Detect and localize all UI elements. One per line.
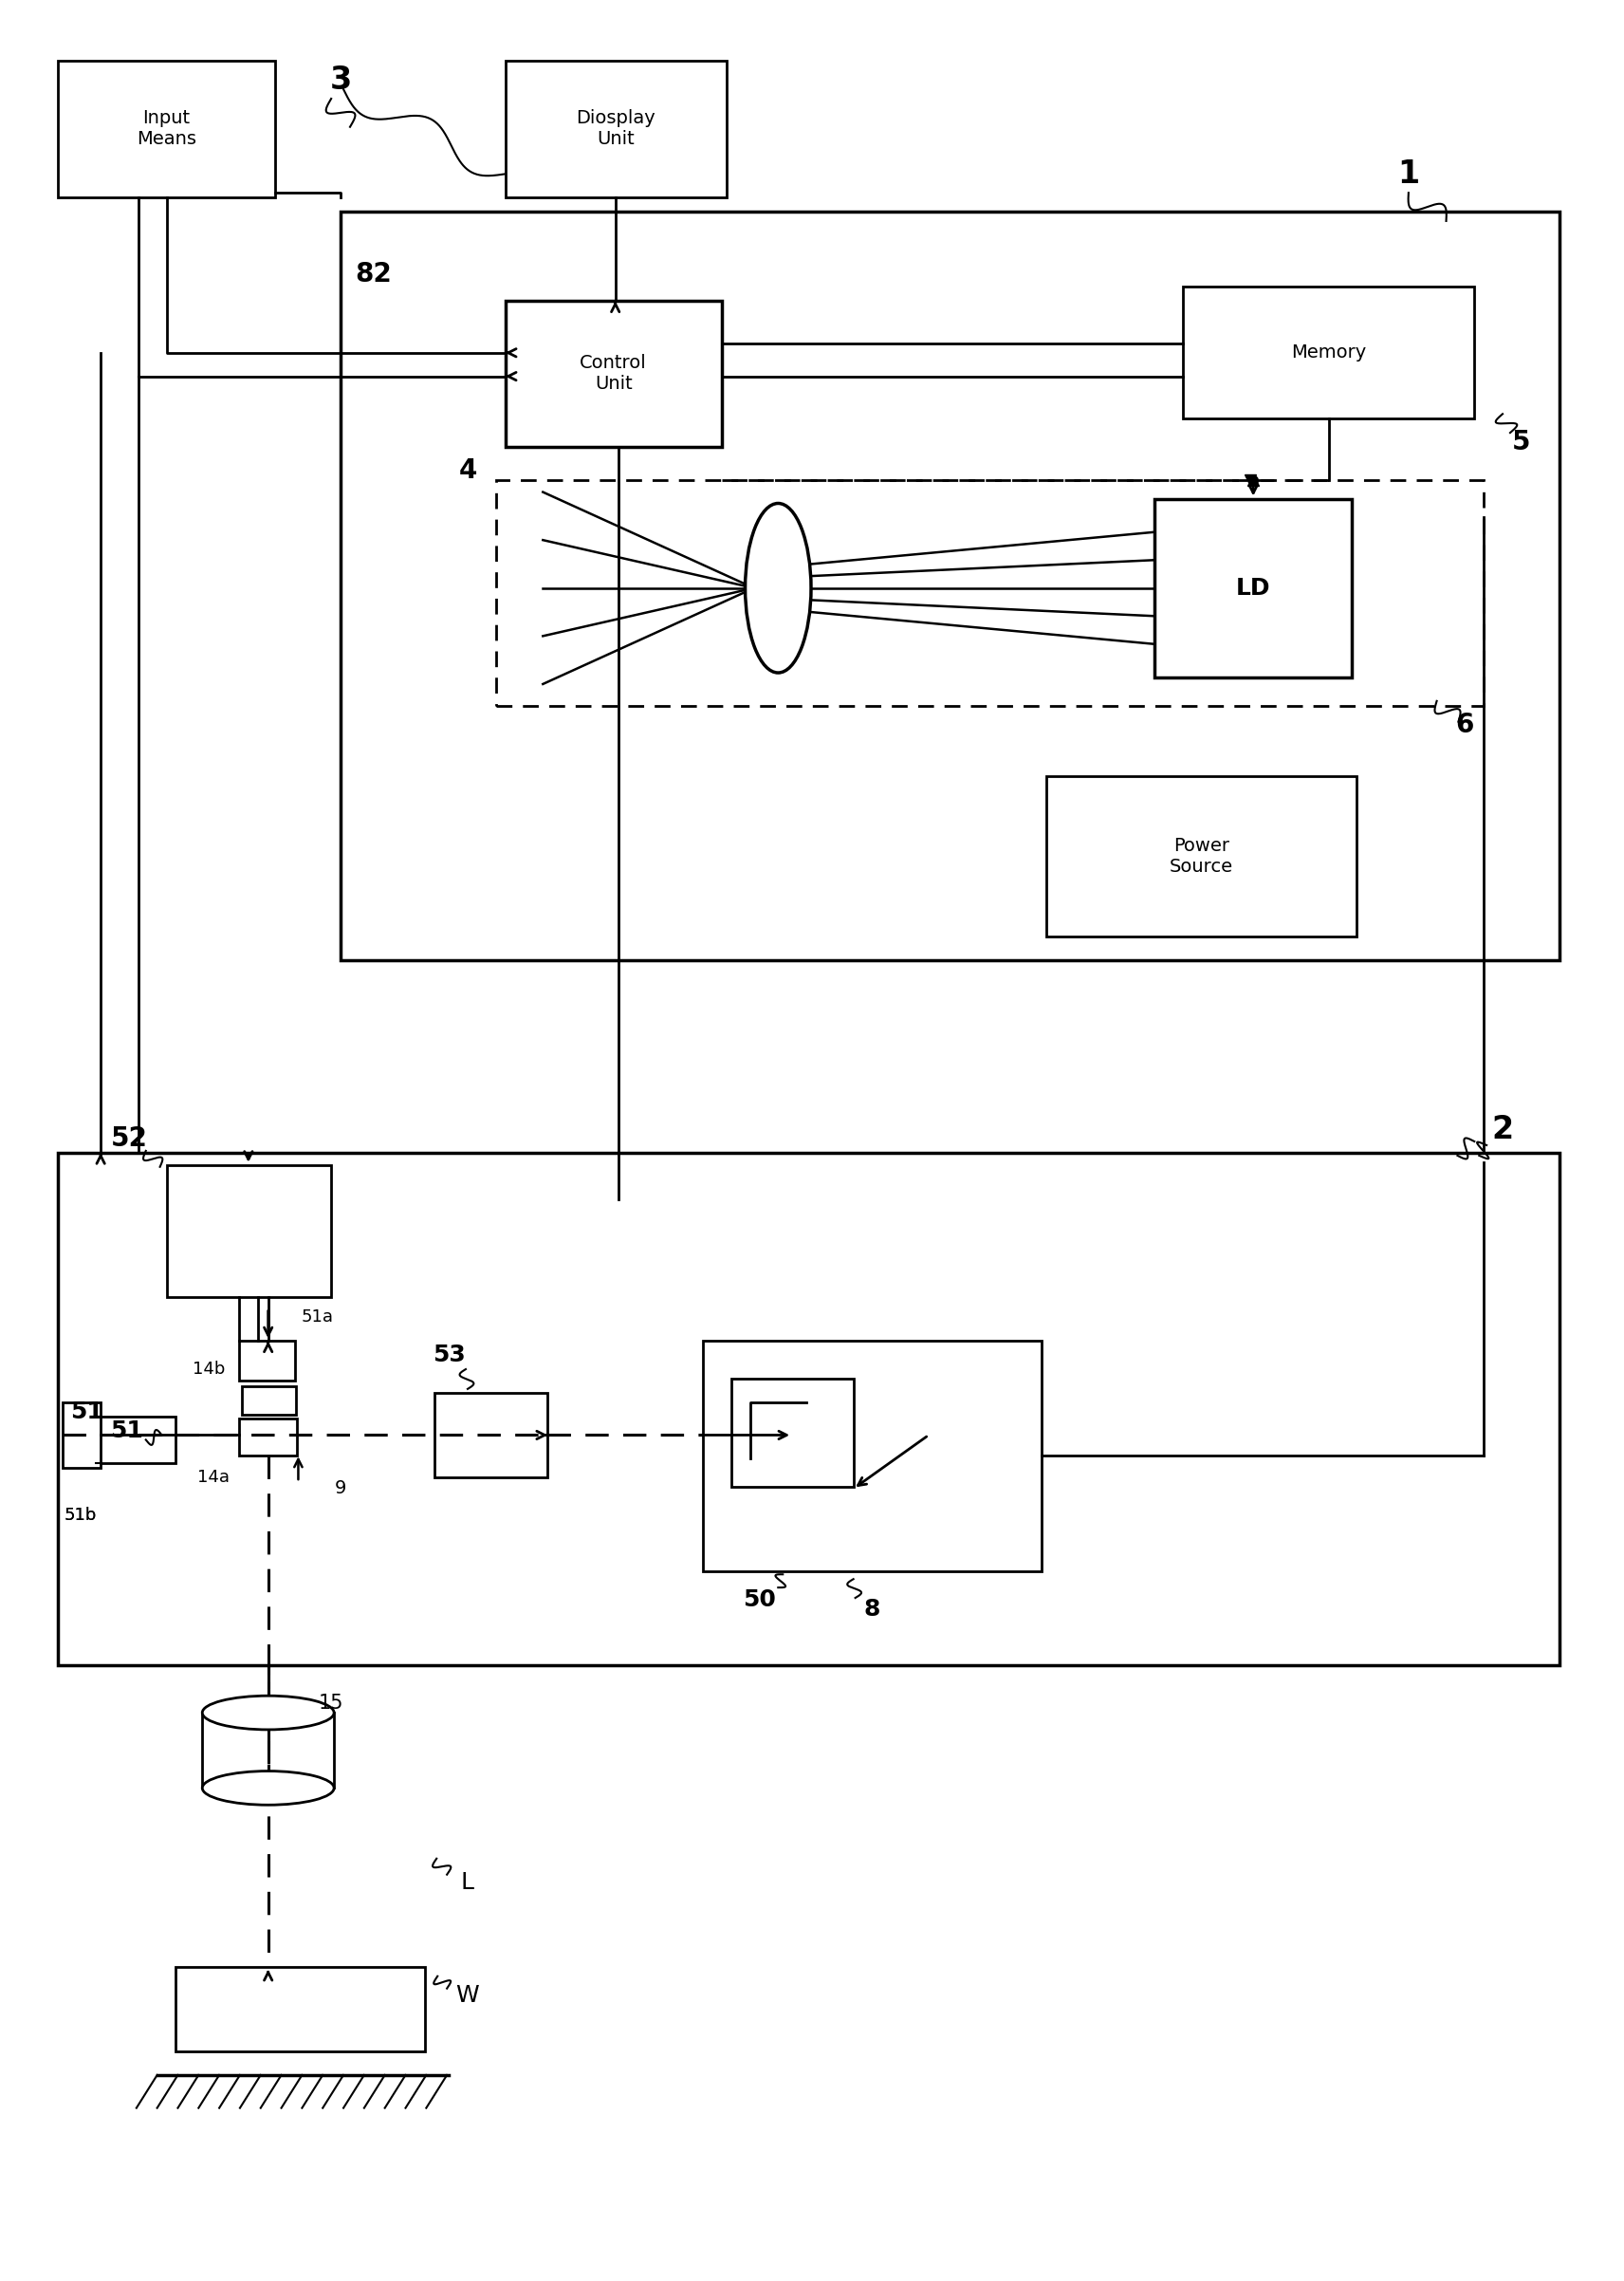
Text: L: L xyxy=(461,1870,474,1893)
Text: 51a: 51a xyxy=(300,1309,333,1325)
Text: 3: 3 xyxy=(330,64,352,96)
Text: Diosplay
Unit: Diosplay Unit xyxy=(575,109,654,148)
Bar xyxy=(341,212,1559,960)
Text: 50: 50 xyxy=(742,1588,776,1610)
Bar xyxy=(1046,776,1356,935)
Text: Power
Source: Power Source xyxy=(1169,837,1233,876)
Text: 53: 53 xyxy=(432,1344,466,1366)
Bar xyxy=(242,1387,297,1414)
Text: Control
Unit: Control Unit xyxy=(580,354,646,392)
Text: LD: LD xyxy=(1236,577,1270,600)
Text: W: W xyxy=(456,1984,479,2007)
Ellipse shape xyxy=(745,504,810,673)
Text: 14a: 14a xyxy=(198,1469,229,1485)
Bar xyxy=(167,1166,331,1296)
Bar xyxy=(239,1341,296,1380)
Bar xyxy=(239,1419,297,1455)
Text: 51b: 51b xyxy=(63,1505,96,1524)
Text: 15: 15 xyxy=(318,1695,344,1713)
Text: 8: 8 xyxy=(864,1597,880,1620)
Ellipse shape xyxy=(203,1695,335,1729)
Text: 51: 51 xyxy=(110,1419,143,1442)
Text: 2: 2 xyxy=(1492,1113,1514,1145)
Bar xyxy=(505,62,726,198)
Bar xyxy=(495,479,1484,705)
Text: 52: 52 xyxy=(110,1125,148,1152)
Bar xyxy=(435,1394,547,1478)
Bar xyxy=(175,1966,425,2051)
Text: 14b: 14b xyxy=(193,1362,226,1378)
Bar xyxy=(63,1403,101,1469)
Text: 51b: 51b xyxy=(63,1505,96,1524)
Bar xyxy=(1182,287,1475,420)
Text: Input
Means: Input Means xyxy=(136,109,197,148)
Ellipse shape xyxy=(203,1770,335,1804)
Text: 5: 5 xyxy=(1512,429,1531,456)
Text: 9: 9 xyxy=(335,1480,346,1499)
Bar xyxy=(86,1417,175,1464)
Bar xyxy=(58,1152,1559,1665)
Text: Memory: Memory xyxy=(1291,344,1366,363)
Text: 82: 82 xyxy=(356,262,391,287)
Text: 1: 1 xyxy=(1398,157,1419,189)
Bar xyxy=(731,1378,853,1487)
Bar xyxy=(1155,500,1353,677)
Text: 51: 51 xyxy=(70,1401,102,1423)
Text: 4: 4 xyxy=(458,456,477,484)
Bar xyxy=(703,1341,1041,1572)
Bar xyxy=(505,301,721,447)
Text: 6: 6 xyxy=(1455,712,1475,737)
Bar xyxy=(58,62,274,198)
